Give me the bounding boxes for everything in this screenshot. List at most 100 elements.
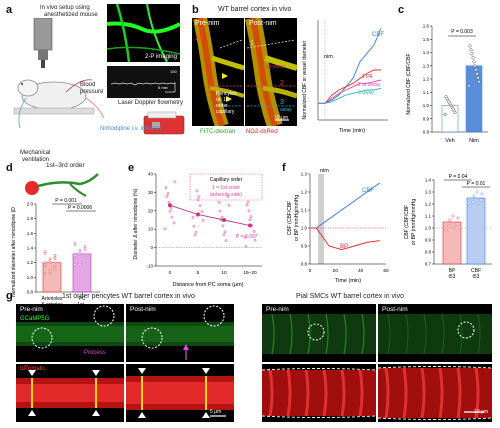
b-chart-away-label: 3 away — [358, 90, 374, 96]
fb-ytick-label-2: 0.9 — [425, 238, 432, 243]
c-ytick-label-4: 1.2 — [423, 77, 430, 82]
setup-label: In vivo setup using — [40, 5, 90, 11]
pericytes-label-2: on 1st — [216, 97, 230, 103]
d-bar-1 — [72, 253, 92, 293]
marker-2-desc: at soma — [267, 64, 285, 70]
e-mean-line — [169, 204, 251, 226]
g-title-left: 1st order pericytes WT barrel cortex in … — [62, 293, 195, 300]
ventilation-label-2: ventilation — [22, 157, 50, 163]
f-cbf-label: CBF — [362, 188, 374, 194]
c-point-1-9 — [475, 72, 479, 76]
smc-gcamp-post — [378, 304, 492, 362]
fb-ytick-label-0: 0.7 — [425, 262, 432, 267]
e-point-2-7 — [227, 203, 231, 207]
d-point-0-14 — [53, 268, 57, 272]
smc-tdtomato-pre — [262, 364, 376, 422]
c-ytick-label-7: 1.5 — [423, 37, 430, 42]
e-point-2-2 — [223, 230, 227, 234]
c-point-0-8 — [444, 95, 448, 99]
panel-b-title: WT barrel cortex in vivo — [218, 6, 292, 13]
laser-doppler-trace — [107, 66, 180, 98]
fb-point-1-6 — [479, 198, 483, 202]
d-bar-0 — [42, 262, 62, 293]
fb-bar-0 — [442, 221, 462, 265]
panel-f-label: f — [282, 162, 286, 174]
d-point-0-15 — [43, 265, 47, 268]
g-post-left: Post-nim — [130, 306, 156, 313]
f-series-line-1 — [310, 227, 380, 251]
e-point-3-1 — [246, 200, 250, 204]
e-legend-title: Capillary order — [210, 177, 243, 183]
fb-point-1-2 — [476, 202, 480, 206]
f-bar-xlabel-2: CBF — [471, 268, 481, 274]
g-post-right: Post-nim — [382, 306, 408, 313]
d-xlabel-2: PC — [79, 296, 86, 302]
laser-scale-value: 100 — [170, 69, 177, 74]
b-series-line-3 — [318, 87, 382, 104]
pa-label: PA — [196, 36, 204, 42]
distance-scatter-chart: Diameter Δ after nimodipine (%) -10 0 10 20… — [133, 172, 263, 288]
b-scale-bar: 10 μm — [274, 115, 288, 121]
pericytes-label: Pericytes — [216, 91, 237, 97]
g-title-right: Pial SMCs WT barrel cortex in vivo — [296, 293, 405, 300]
e-point-0-7 — [173, 180, 177, 184]
marker-2: 2 — [280, 80, 284, 87]
b-series-line-1 — [318, 69, 381, 104]
cbf-diameter-line-chart: Normalized CBF or vessel diameter Time (… — [302, 20, 388, 134]
fb-point-1-1 — [472, 194, 476, 198]
d-pvalue-1: P = 0.001 — [55, 198, 77, 204]
e-ytick-label-1: 0 — [150, 245, 153, 250]
d-point-1-14 — [83, 259, 87, 263]
panel-g-label: g — [6, 290, 13, 302]
e-legend-1: 1 = 1st order — [212, 185, 241, 191]
marker-3-desc: away — [280, 107, 292, 113]
c-point-1-4 — [473, 64, 477, 68]
e-point-3-7 — [253, 238, 257, 242]
d-ytick-label-1: 1.0 — [27, 275, 34, 280]
g-scale-left: 5 μm — [210, 409, 222, 415]
f-ytick-label-2: 1.0 — [301, 226, 308, 231]
nimodipine-label: Nimodipine i.v. infusion — [100, 126, 162, 132]
f-xtick-label-2: 40 — [358, 268, 364, 274]
e-point-2-9 — [222, 233, 226, 237]
fb-point-0-6 — [455, 222, 459, 226]
g-scale-right: 10 μm — [474, 409, 488, 415]
setup-label-2: anesthetized mouse — [44, 12, 98, 18]
fb-point-1-0 — [468, 204, 472, 208]
c-ytick-label-1: 0.9 — [423, 116, 430, 121]
d-ytick-label-2: 1.2 — [27, 260, 34, 265]
fb-point-0-4 — [447, 224, 451, 228]
infusion-pump — [143, 111, 185, 135]
setup-illustration — [13, 18, 105, 129]
fb-ytick-label-1: 0.8 — [425, 250, 432, 255]
blood-pressure-label: Blood — [80, 82, 96, 88]
gcamp-label: GCaMP5G — [20, 316, 50, 322]
fb-ytick-label-5: 1.2 — [425, 202, 432, 207]
tdtomato-label: tdTomato — [20, 366, 45, 372]
e-ylabel: Diameter Δ after nimodipine (%) — [133, 188, 139, 259]
pericyte-tdtomato-pre — [16, 364, 124, 422]
f-bar-xlabel-1b: t53 — [449, 274, 456, 280]
f-ytick-label-4: 1.2 — [301, 190, 308, 195]
c-bar-1 — [465, 65, 483, 133]
marker-3: 3 — [280, 99, 284, 106]
c-point-1-11 — [467, 84, 471, 88]
f-ytick-label-5: 1.3 — [301, 172, 308, 177]
two-photon-image — [107, 4, 180, 62]
panel-c-label: c — [398, 4, 405, 16]
f-nim-label: nim — [320, 168, 329, 174]
pre-nim-label: Pre-nim — [195, 20, 220, 27]
f-bar-xlabel-2b: t53 — [473, 274, 480, 280]
blood-pressure-label-2: pressure — [80, 89, 104, 95]
d-point-1-17 — [83, 248, 87, 252]
fb-point-1-4 — [471, 200, 475, 204]
g-pre-right: Pre-nim — [266, 306, 289, 313]
c-ytick-label-0: 0.8 — [423, 130, 430, 135]
c-point-1-7 — [472, 60, 476, 64]
f-ylabel: CBF (CBF/CBF — [287, 201, 293, 235]
e-point-1-6 — [198, 204, 202, 208]
e-mean-3 — [248, 223, 252, 228]
d-title: 1st–3rd order — [46, 162, 85, 169]
g-pre-left: Pre-nim — [20, 306, 43, 313]
e-xtick-label-2: 10 — [221, 270, 227, 276]
